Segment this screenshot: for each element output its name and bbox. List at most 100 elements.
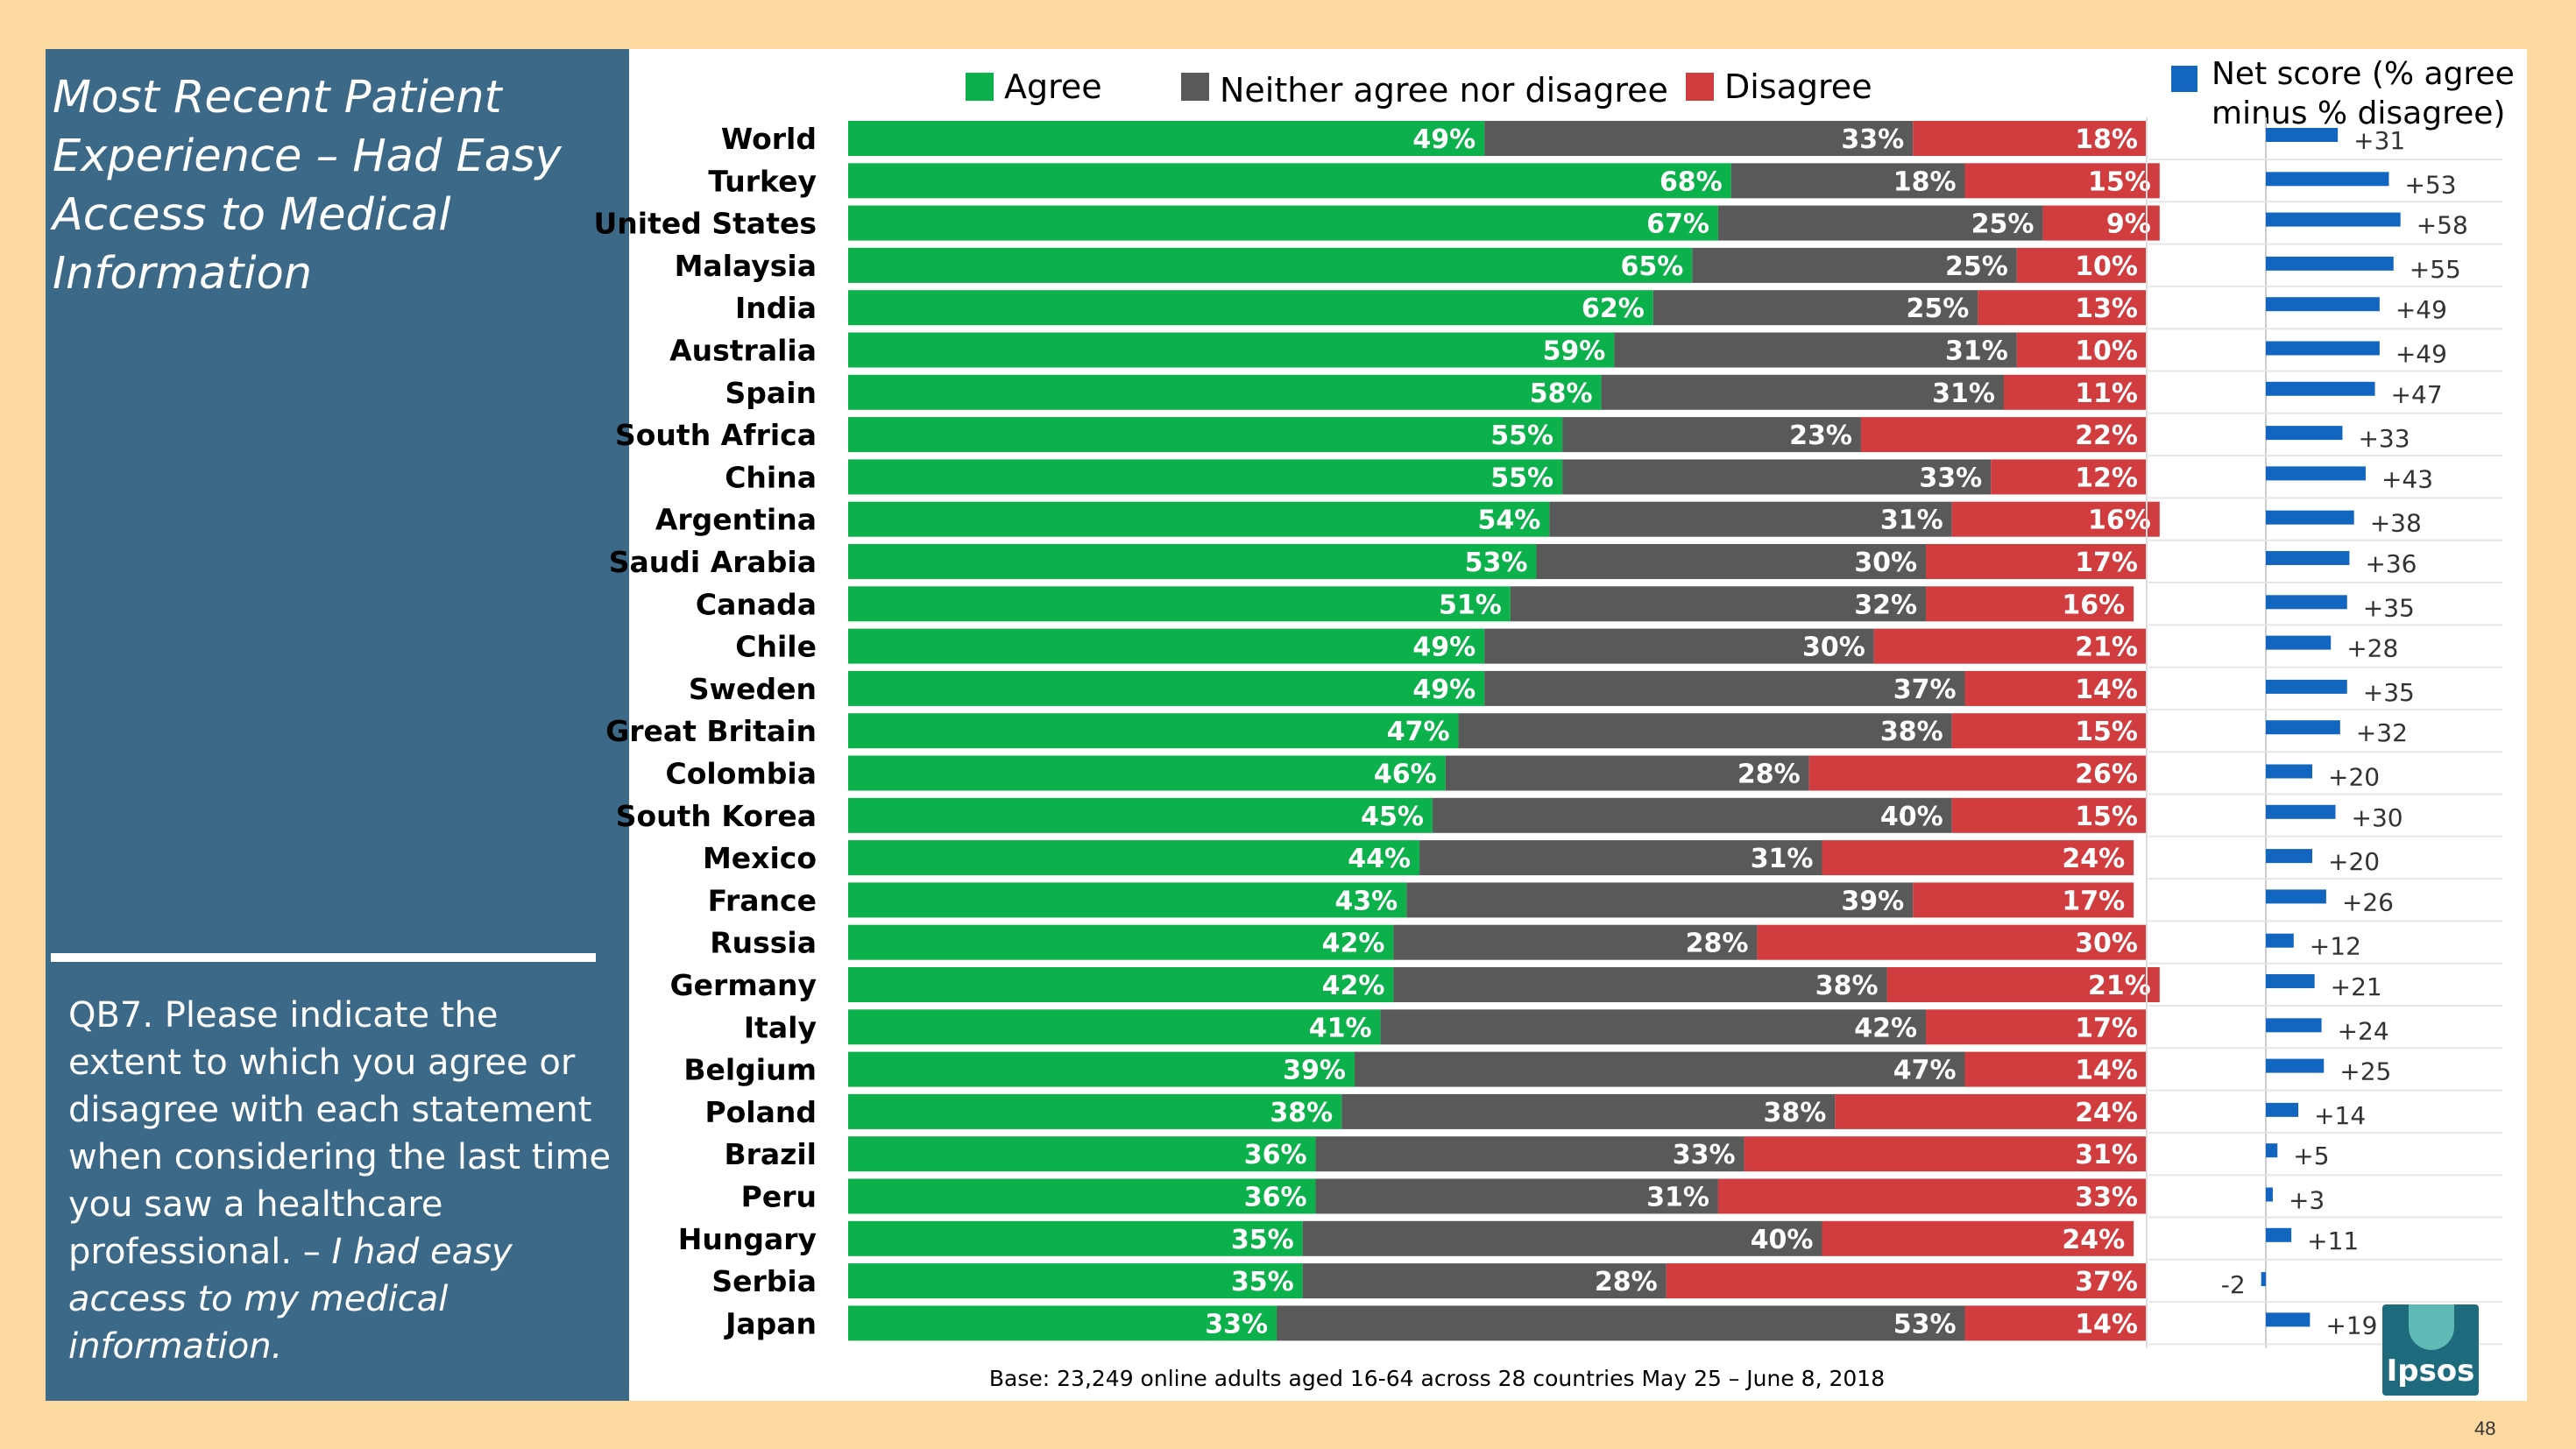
net-bar <box>2266 297 2380 312</box>
data-label: 58% <box>1530 378 1593 409</box>
bar-agree <box>848 163 1731 199</box>
net-label: +38 <box>2370 509 2422 538</box>
legend-label-agree: Agree <box>1004 67 1102 106</box>
data-label: 18% <box>1893 166 1957 197</box>
data-label: 38% <box>1270 1098 1333 1128</box>
bar-agree <box>848 1305 1277 1341</box>
net-bar <box>2266 595 2347 610</box>
bar-agree <box>848 713 1459 749</box>
category-label: Mexico <box>703 841 817 875</box>
data-label: 17% <box>2062 886 2125 916</box>
category-label: United States <box>594 207 817 241</box>
data-label: 18% <box>2075 124 2138 155</box>
category-label: Italy <box>744 1010 817 1044</box>
data-label: 37% <box>1893 675 1957 705</box>
net-label: +25 <box>2339 1057 2391 1086</box>
category-label: Malaysia <box>675 249 817 283</box>
data-label: 14% <box>2075 1056 2138 1086</box>
data-label: 68% <box>1660 166 1723 197</box>
data-label: 42% <box>1322 971 1385 1001</box>
bar-neither <box>1445 755 1809 791</box>
data-label: 33% <box>1841 124 1904 155</box>
bar-neither <box>1692 247 2017 283</box>
net-label: +32 <box>2356 718 2408 747</box>
data-label: 14% <box>2075 675 2138 705</box>
question-item: I had easy access to my medical informat… <box>68 1232 513 1367</box>
category-label: Japan <box>724 1306 817 1340</box>
category-label: South Africa <box>615 418 817 452</box>
data-label: 51% <box>1439 590 1502 620</box>
net-bar <box>2266 172 2389 187</box>
net-label: +14 <box>2314 1101 2366 1130</box>
bar-agree <box>848 544 1537 579</box>
data-label: 25% <box>1907 293 1970 324</box>
legend-swatch-agree <box>966 73 994 101</box>
net-label: +28 <box>2346 634 2398 663</box>
bar-neither <box>1562 459 1992 495</box>
bar-agree <box>848 628 1485 664</box>
net-bar <box>2266 679 2347 694</box>
bar-neither <box>1419 840 1822 876</box>
data-label: 38% <box>1880 717 1943 747</box>
bar-disagree <box>1964 670 2147 706</box>
net-bar <box>2266 849 2312 864</box>
bar-disagree <box>1822 1220 2134 1256</box>
net-bar <box>2266 1058 2325 1073</box>
data-label: 10% <box>2075 336 2138 367</box>
bar-neither <box>1484 628 1874 664</box>
data-label: 14% <box>2075 1309 2138 1339</box>
net-bar <box>2266 381 2375 396</box>
divider <box>51 953 596 962</box>
net-label: +12 <box>2310 932 2361 961</box>
data-label: 24% <box>2062 844 2125 874</box>
bar-neither <box>1380 1009 1927 1045</box>
chart-legend: Agree Neither agree nor disagree Disagre… <box>966 56 2524 131</box>
data-label: 15% <box>2075 717 2138 747</box>
data-label: 67% <box>1646 209 1709 240</box>
category-label: Canada <box>696 587 817 621</box>
legend-swatch-disagree <box>1686 73 1714 101</box>
net-label: +49 <box>2396 340 2447 369</box>
bar-agree <box>848 417 1563 453</box>
data-label: 36% <box>1244 1183 1307 1213</box>
data-label: 31% <box>2075 1140 2138 1170</box>
data-label: 42% <box>1322 929 1385 959</box>
data-label: 13% <box>2075 293 2138 324</box>
legend-label-net: Net score (% agree minus % disagree) <box>2212 56 2524 131</box>
bar-neither <box>1536 544 1927 579</box>
bar-disagree <box>2042 205 2160 241</box>
bar-agree <box>848 501 1550 537</box>
net-label: +35 <box>2363 593 2415 622</box>
category-label: Poland <box>704 1095 817 1129</box>
data-label: 10% <box>2075 251 2138 282</box>
data-label: 21% <box>2075 633 2138 663</box>
bar-neither <box>1302 1263 1667 1299</box>
data-label: 54% <box>1477 505 1540 536</box>
bar-disagree <box>1913 882 2134 918</box>
page-number: 48 <box>2474 1417 2496 1439</box>
bar-disagree <box>1978 290 2147 326</box>
bar-disagree <box>1964 163 2160 199</box>
bar-disagree <box>1991 459 2147 495</box>
bar-disagree <box>2016 332 2147 368</box>
data-label: 22% <box>2075 421 2138 451</box>
bar-disagree <box>1951 797 2147 833</box>
bar-agree <box>848 967 1394 1002</box>
data-label: 24% <box>2075 1098 2138 1128</box>
bar-agree <box>848 882 1407 918</box>
data-label: 33% <box>1919 463 1982 493</box>
net-label: +53 <box>2404 170 2456 199</box>
data-label: 24% <box>2062 1225 2125 1255</box>
data-label: 15% <box>2088 166 2151 197</box>
bar-agree <box>848 205 1718 241</box>
net-bar <box>2266 804 2336 819</box>
net-bar <box>2266 466 2366 481</box>
legend-label-net-line1: Net score (% agree <box>2212 56 2515 92</box>
net-bar <box>2266 1018 2322 1033</box>
data-label: 31% <box>1932 378 1995 409</box>
net-bar <box>2266 933 2294 948</box>
bar-agree <box>848 755 1446 791</box>
data-label: 17% <box>2075 1013 2138 1043</box>
bar-disagree <box>1886 967 2160 1002</box>
